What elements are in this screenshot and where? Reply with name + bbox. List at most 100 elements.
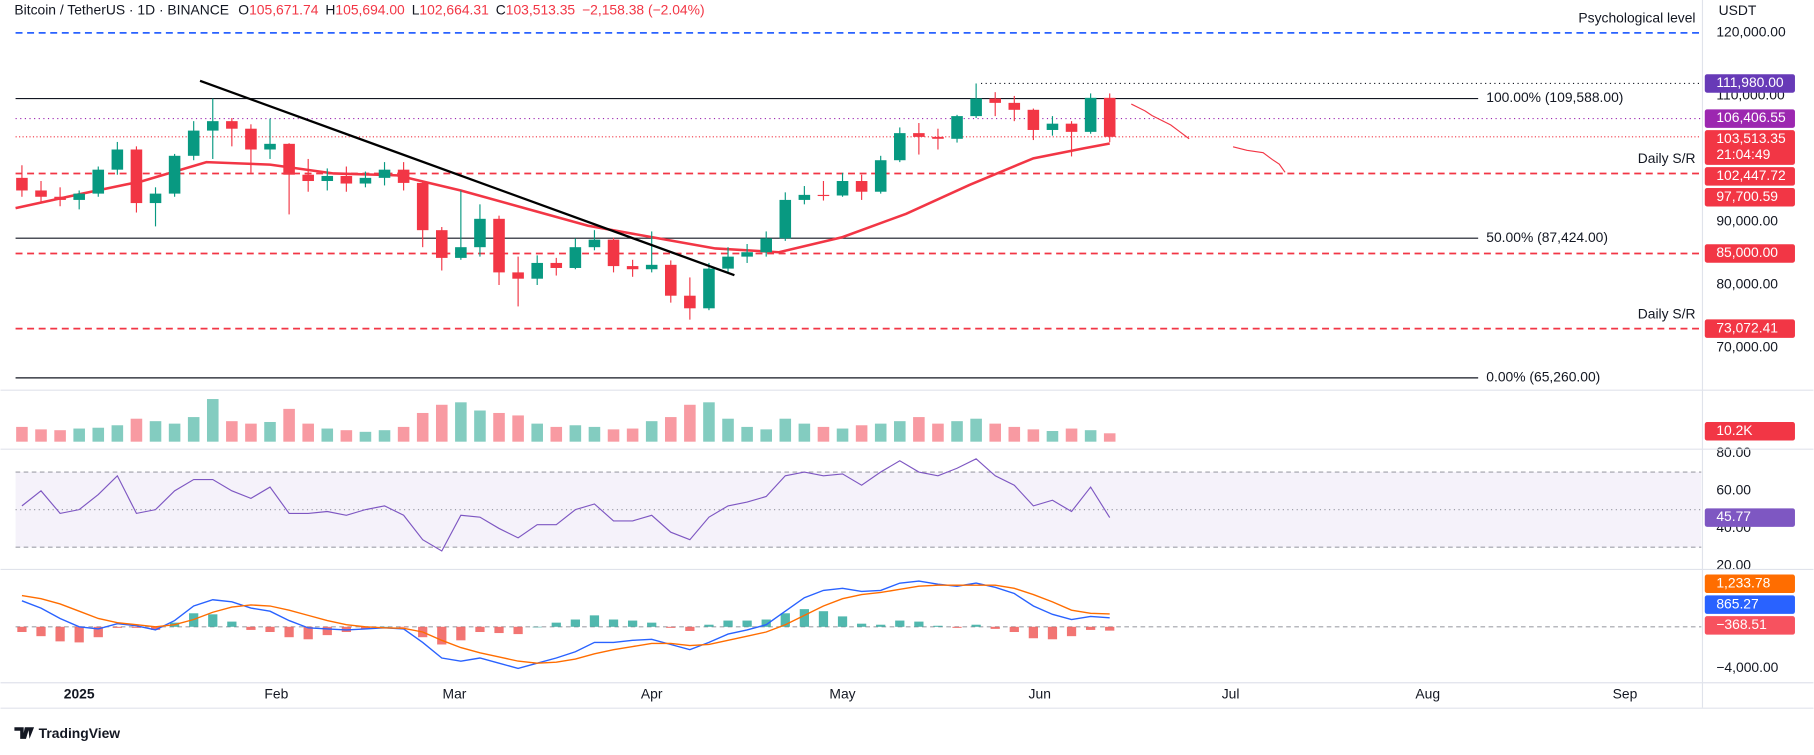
candle-body bbox=[817, 194, 830, 197]
macd-histogram-bar bbox=[608, 619, 619, 627]
macd-histogram-bar bbox=[93, 626, 103, 638]
x-tick-label: Apr bbox=[641, 686, 663, 702]
volume-bar bbox=[550, 426, 563, 442]
candle-body bbox=[531, 262, 543, 279]
x-tick-label: Aug bbox=[1415, 686, 1440, 702]
candle-body bbox=[626, 266, 639, 270]
macd-histogram-bar bbox=[322, 626, 332, 636]
forecast-sketch bbox=[1232, 146, 1286, 173]
candle-body bbox=[168, 155, 181, 194]
macd-histogram-bar bbox=[685, 626, 695, 631]
fib-label: 100.00% (109,588.00) bbox=[1486, 89, 1623, 105]
macd-histogram-bar bbox=[246, 626, 256, 630]
macd-histogram-bar bbox=[532, 626, 542, 628]
candle-body bbox=[416, 182, 429, 231]
price-box-label: 865.27 bbox=[1716, 595, 1759, 611]
macd-histogram-bar bbox=[799, 609, 809, 627]
candle-body bbox=[550, 262, 563, 268]
macd-histogram-bar bbox=[36, 626, 46, 637]
volume-bar bbox=[760, 429, 772, 442]
macd-histogram-bar bbox=[856, 623, 867, 627]
macd-histogram-bar bbox=[265, 626, 275, 633]
candle-body bbox=[474, 218, 486, 248]
volume-bar bbox=[264, 421, 276, 442]
macd-histogram-bar bbox=[551, 622, 561, 627]
macd-histogram-bar bbox=[1009, 626, 1019, 633]
volume-bar bbox=[340, 430, 353, 442]
h-key: H bbox=[325, 1, 335, 17]
level-note: Psychological level bbox=[1578, 10, 1695, 26]
candle-body bbox=[741, 252, 753, 257]
candle-body bbox=[722, 256, 734, 269]
volume-bar bbox=[378, 430, 391, 442]
candle-body bbox=[54, 196, 66, 200]
price-box bbox=[1704, 616, 1795, 635]
volume-bar bbox=[302, 423, 314, 442]
macd-histogram-bar bbox=[761, 619, 771, 627]
macd-histogram-bar bbox=[437, 626, 447, 645]
candle-body bbox=[989, 98, 1001, 103]
macd-histogram-bar bbox=[456, 626, 466, 641]
rsi-tick-label: 20.00 bbox=[1716, 557, 1751, 573]
volume-bar bbox=[283, 408, 295, 442]
x-tick-label: Jul bbox=[1222, 686, 1240, 702]
macd-histogram-bar bbox=[990, 626, 1000, 629]
trendline bbox=[199, 79, 735, 277]
macd-histogram-bar bbox=[589, 615, 600, 627]
volume-bar bbox=[645, 421, 658, 442]
volume-bar bbox=[798, 423, 811, 442]
macd-histogram-bar bbox=[704, 624, 714, 627]
volume-bar bbox=[855, 425, 868, 442]
macd-histogram-bar bbox=[818, 611, 829, 627]
volume-bar bbox=[474, 410, 486, 442]
price-box bbox=[1704, 187, 1795, 207]
volume-bar bbox=[187, 417, 200, 442]
candle-body bbox=[493, 218, 505, 273]
candle-body bbox=[951, 116, 963, 139]
volume-bar bbox=[493, 412, 505, 442]
macd-line bbox=[21, 580, 1110, 670]
price-box-label: −368.51 bbox=[1716, 616, 1767, 632]
candle-body bbox=[435, 230, 448, 258]
fib-label: 50.00% (87,424.00) bbox=[1486, 229, 1608, 245]
rsi-line bbox=[21, 458, 1111, 552]
level-note: Daily S/R bbox=[1638, 305, 1696, 321]
rsi-tick-label: 80.00 bbox=[1716, 444, 1751, 460]
y-tick-label: 80,000.00 bbox=[1716, 276, 1778, 292]
candle-body bbox=[512, 272, 524, 279]
countdown: 21:04:49 bbox=[1716, 146, 1770, 162]
level-note: Daily S/R bbox=[1638, 150, 1696, 166]
price-box bbox=[1704, 74, 1795, 93]
macd-histogram-bar bbox=[666, 626, 676, 628]
price-box-label: 45.77 bbox=[1716, 508, 1751, 524]
volume-bar bbox=[226, 421, 238, 442]
x-tick-label: 2025 bbox=[64, 686, 95, 702]
volume-bar bbox=[722, 418, 734, 442]
candle-body bbox=[665, 264, 677, 296]
candle-body bbox=[1103, 97, 1116, 137]
volume-bar bbox=[874, 423, 887, 442]
macd-histogram-bar bbox=[379, 626, 390, 628]
volume-bar bbox=[1027, 429, 1040, 442]
candle-body bbox=[455, 247, 467, 258]
volume-bar bbox=[607, 429, 620, 442]
macd-histogram-bar bbox=[360, 626, 371, 629]
volume-bar bbox=[206, 399, 219, 442]
volume-bar bbox=[416, 412, 429, 442]
signal-line bbox=[21, 584, 1110, 664]
volume-bar bbox=[779, 418, 792, 442]
macd-histogram-bar bbox=[1066, 626, 1077, 637]
volume-bar bbox=[1084, 430, 1097, 442]
candle-body bbox=[283, 143, 295, 175]
macd-histogram-bar bbox=[284, 626, 294, 638]
volume-bar bbox=[35, 429, 47, 442]
macd-histogram-bar bbox=[150, 626, 161, 630]
volume-bar bbox=[73, 428, 85, 442]
c-value: 103,513.35 bbox=[506, 1, 576, 17]
o-key: O bbox=[238, 1, 249, 17]
candle-body bbox=[569, 247, 582, 268]
macd-histogram-bar bbox=[971, 624, 981, 627]
candle-body bbox=[894, 133, 906, 161]
